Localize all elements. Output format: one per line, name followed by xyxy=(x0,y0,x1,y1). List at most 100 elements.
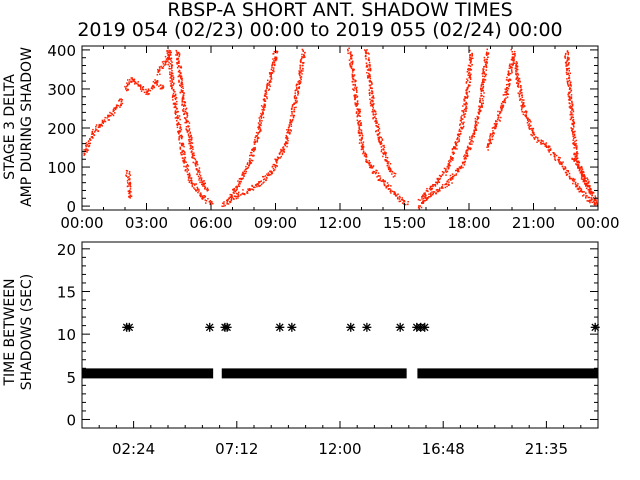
amp-data-point xyxy=(129,79,131,81)
amp-data-point xyxy=(351,61,354,63)
amp-data-point xyxy=(573,153,576,156)
amp-data-point xyxy=(485,69,487,71)
amp-data-point xyxy=(575,163,577,165)
amp-data-point xyxy=(574,156,576,158)
amp-data-point xyxy=(176,124,179,126)
amp-data-point xyxy=(544,143,546,145)
amp-data-point xyxy=(373,171,376,173)
amp-data-point xyxy=(302,56,305,59)
amp-data-point xyxy=(533,136,535,139)
amp-data-point xyxy=(432,191,435,193)
amp-data-point xyxy=(531,134,534,137)
amp-data-point xyxy=(238,185,240,187)
amp-data-point xyxy=(573,122,575,125)
amp-data-point xyxy=(488,139,490,141)
amp-data-point xyxy=(88,145,90,148)
amp-data-point xyxy=(241,173,244,175)
amp-data-point xyxy=(130,191,132,193)
amp-data-point xyxy=(515,78,517,80)
amp-data-point xyxy=(263,176,265,178)
amp-data-point xyxy=(376,126,379,128)
amp-data-point xyxy=(356,86,358,89)
amp-data-point xyxy=(367,161,369,164)
amp-data-point xyxy=(369,101,372,103)
amp-data-point xyxy=(566,64,569,66)
amp-data-point xyxy=(286,132,288,134)
amp-data-point xyxy=(359,128,361,131)
amp-data-point xyxy=(473,131,476,134)
amp-data-point xyxy=(139,84,142,86)
amp-data-point xyxy=(173,102,175,105)
amp-data-point xyxy=(172,94,174,96)
amp-data-point xyxy=(249,158,251,160)
amp-data-point xyxy=(303,52,306,54)
amp-data-point xyxy=(377,126,380,128)
amp-data-point xyxy=(289,133,291,135)
amp-data-point xyxy=(504,91,506,93)
amp-data-point xyxy=(582,195,584,197)
amp-data-point xyxy=(458,128,461,131)
amp-data-point xyxy=(178,80,180,83)
amp-data-point xyxy=(508,65,511,67)
amp-data-point xyxy=(355,87,357,90)
amp-data-point xyxy=(176,51,178,53)
amp-data-point xyxy=(496,120,498,123)
amp-data-point xyxy=(511,57,514,59)
bottom-x-tick-label: 07:12 xyxy=(215,440,258,458)
amp-data-point xyxy=(526,111,528,113)
amp-data-point xyxy=(481,73,484,75)
amp-data-point xyxy=(289,119,292,122)
amp-data-point xyxy=(368,69,370,72)
amp-data-point xyxy=(259,128,262,131)
amp-data-point xyxy=(478,109,480,111)
amp-data-point xyxy=(480,85,482,87)
amp-data-point xyxy=(147,93,149,96)
amp-data-point xyxy=(502,101,505,104)
amp-data-point xyxy=(302,70,304,72)
amp-data-point xyxy=(199,177,202,179)
amp-data-point xyxy=(460,130,462,133)
amp-data-point xyxy=(129,182,131,184)
amp-data-point xyxy=(574,183,577,185)
amp-data-point xyxy=(167,53,170,55)
amp-data-point xyxy=(541,140,543,142)
amp-data-point xyxy=(484,61,486,63)
amp-data-point xyxy=(519,93,521,95)
amp-data-point xyxy=(270,73,272,75)
amp-data-point xyxy=(125,87,127,89)
amp-data-point xyxy=(195,183,198,185)
amp-data-point xyxy=(464,116,466,118)
amp-data-point xyxy=(436,191,439,193)
amp-data-point xyxy=(362,148,364,150)
amp-data-point xyxy=(180,152,182,154)
amp-data-point xyxy=(517,80,520,82)
amp-data-point xyxy=(186,131,189,133)
amp-data-point xyxy=(271,69,274,72)
amp-data-point xyxy=(270,81,272,83)
amp-data-point xyxy=(120,104,122,106)
amp-data-point xyxy=(372,111,375,113)
amp-data-point xyxy=(391,170,394,173)
amp-data-point xyxy=(579,168,581,171)
amp-data-point xyxy=(258,126,260,129)
amp-data-point xyxy=(177,131,180,133)
amp-data-point xyxy=(458,130,460,132)
amp-data-point xyxy=(178,74,181,77)
amp-data-point xyxy=(528,127,530,129)
amp-data-point xyxy=(455,169,457,172)
amp-data-point xyxy=(182,105,185,107)
amp-data-point xyxy=(564,56,566,58)
amp-data-point xyxy=(588,196,591,199)
amp-data-point xyxy=(482,99,484,102)
amp-data-point xyxy=(360,122,362,125)
amp-data-point xyxy=(429,189,432,191)
amp-data-point xyxy=(505,91,508,94)
amp-data-point xyxy=(360,124,362,126)
amp-data-point xyxy=(182,95,184,98)
amp-data-point xyxy=(169,73,171,76)
amp-data-point xyxy=(361,135,364,137)
amp-data-point xyxy=(264,175,267,177)
amp-data-point xyxy=(593,201,595,203)
amp-data-point xyxy=(374,111,377,113)
amp-data-point xyxy=(475,128,477,131)
